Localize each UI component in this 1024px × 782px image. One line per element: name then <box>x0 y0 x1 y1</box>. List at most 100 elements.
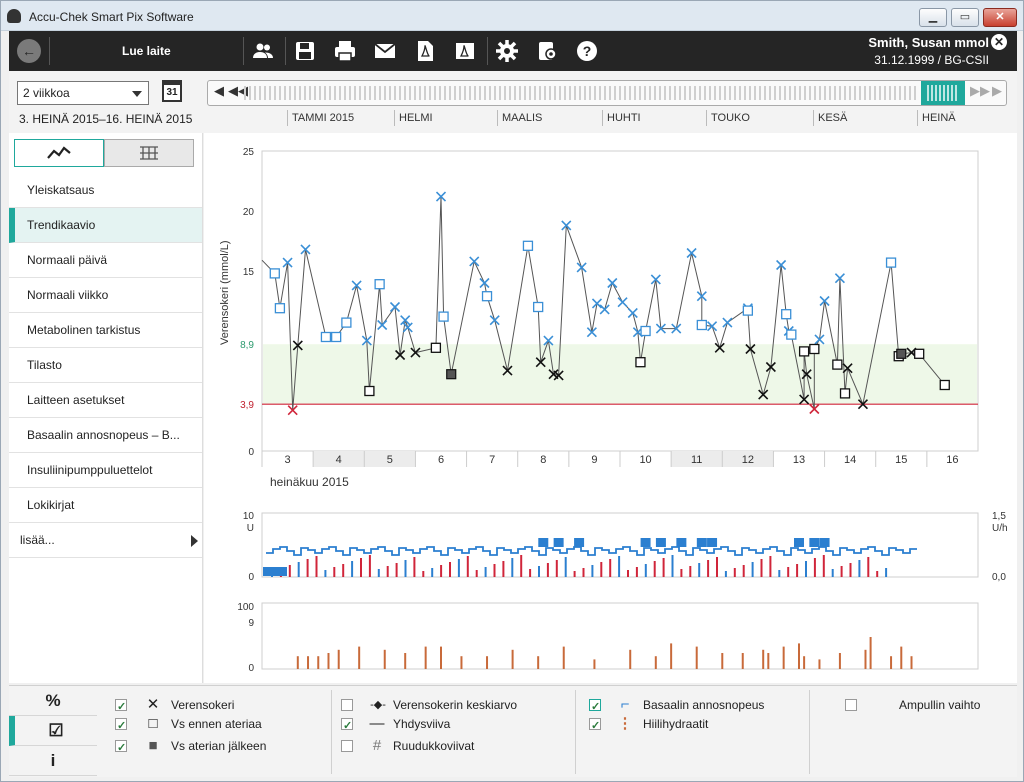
sidebar-item-basal-rate[interactable]: Basaalin annosnopeus – B... <box>9 418 202 453</box>
toolbar: ← Lue laite ? Smith, <box>9 31 1017 71</box>
legend-label: Vs aterian jälkeen <box>171 739 267 753</box>
y-axis-label: Verensokeri (mmol/L) <box>219 240 231 345</box>
glucose-x-marker <box>765 361 776 373</box>
save-icon[interactable] <box>293 39 319 63</box>
glucose-x-marker <box>287 405 298 416</box>
before-meal-marker <box>742 305 754 316</box>
legend-item-carbs[interactable]: ⋮ Hiilihydraatit <box>587 714 809 736</box>
settings-icon[interactable] <box>495 39 521 63</box>
glucose-x-marker <box>696 291 707 302</box>
checkbox[interactable] <box>341 716 353 736</box>
bolus-marker <box>655 538 666 547</box>
line-chart-icon <box>47 146 71 159</box>
month-label: MAALIS <box>497 110 542 126</box>
timeline-selection-window[interactable] <box>921 81 965 105</box>
back-icon[interactable]: ← <box>17 39 41 63</box>
info-tab[interactable]: i <box>9 746 97 776</box>
legend-label: Hiilihydraatit <box>643 717 709 731</box>
maximize-button[interactable]: ▭ <box>951 8 979 27</box>
sidebar-item-device-settings[interactable]: Laitteen asetukset <box>9 383 202 418</box>
before-meal-marker <box>522 240 534 251</box>
legend-item-basal-rate[interactable]: ⌐ Basaalin annosnopeus <box>587 695 809 717</box>
glucose-x-marker <box>819 295 830 307</box>
sidebar-item-overview[interactable]: Yleiskatsaus <box>9 173 202 208</box>
glucose-x-marker <box>617 297 628 308</box>
sidebar-item-pump-lists[interactable]: Insuliinipumppuluettelot <box>9 453 202 488</box>
read-device-button[interactable]: Lue laite <box>122 44 171 58</box>
glucose-x-marker <box>714 342 725 353</box>
x-tick-label: 4 <box>336 454 342 466</box>
glucose-x-marker <box>489 315 500 326</box>
print-icon[interactable] <box>333 39 359 63</box>
legend-item-gridlines[interactable]: # Ruudukkoviivat <box>339 736 577 756</box>
sidebar-item-logbook[interactable]: Lokikirjat <box>9 488 202 523</box>
people-icon[interactable] <box>251 39 277 63</box>
legend-item-after-meal[interactable]: ■ Vs aterian jälkeen <box>113 736 335 758</box>
basal-ytick: 0 <box>248 572 254 583</box>
glucose-x-marker <box>857 399 868 410</box>
before-meal-marker <box>320 331 332 343</box>
bolus-marker <box>574 538 585 547</box>
sidebar-item-standard-day[interactable]: Normaali päivä <box>9 243 202 278</box>
calendar-icon[interactable]: 31 <box>162 80 182 102</box>
checklist-tab[interactable]: ☑ <box>9 716 97 746</box>
legend-item-before-meal[interactable]: □ Vs ennen ateriaa <box>113 714 335 736</box>
percent-tab[interactable]: % <box>9 686 97 716</box>
chevron-right-icon <box>191 535 198 547</box>
x-tick-label: 5 <box>387 454 393 466</box>
y-tick-label: 25 <box>243 147 255 158</box>
glucose-x-marker <box>671 323 682 334</box>
glucose-x-marker <box>650 274 661 285</box>
glucose-x-marker <box>469 256 480 267</box>
timeline-scrubber[interactable]: ◀ ◀◀ ▶▶ ▶ <box>207 80 1007 106</box>
checkbox[interactable] <box>341 699 353 711</box>
bolus-marker <box>809 538 820 547</box>
sidebar-item-standard-week[interactable]: Normaali viikko <box>9 278 202 313</box>
period-dropdown[interactable]: 2 viikkoa <box>17 81 149 105</box>
table-view-button[interactable] <box>104 139 194 167</box>
timeline-start-icon[interactable]: ◀ <box>214 83 224 98</box>
legend-item-connect-line[interactable]: — Yhdysviiva <box>339 714 577 736</box>
sidebar-item-trend-chart[interactable]: Trendikaavio <box>9 208 202 243</box>
email-icon[interactable] <box>373 39 399 63</box>
timeline-forward-icon[interactable]: ▶▶ <box>970 83 990 98</box>
sidebar-item-more[interactable]: lisää... <box>9 523 202 558</box>
timeline-back-icon[interactable]: ◀◀ <box>228 83 248 98</box>
trend-chart[interactable]: 3 4 5 6 7 8 9 10 11 12 13 14 15 16 25 20 15 8,9 3,9 0 Veren… <box>204 133 1017 683</box>
bolus-marker <box>696 538 707 547</box>
checkbox[interactable] <box>341 740 353 752</box>
checkbox[interactable] <box>115 738 127 758</box>
checkbox[interactable] <box>845 699 857 711</box>
x-tick-label: 13 <box>793 454 805 466</box>
checkbox[interactable] <box>115 697 127 717</box>
weekend-shade <box>313 451 365 467</box>
checkbox[interactable] <box>115 716 127 736</box>
window-close-button[interactable]: ✕ <box>983 8 1017 27</box>
minimize-button[interactable]: ▁ <box>919 8 947 27</box>
help-icon[interactable]: ? <box>575 39 601 63</box>
app-logo-icon <box>7 9 21 23</box>
legend-item-cartridge-change[interactable]: Ampullin vaihto <box>819 695 1009 715</box>
checkbox[interactable] <box>589 697 601 717</box>
pdf-export-icon[interactable] <box>453 39 479 63</box>
weekend-shade <box>671 451 723 467</box>
pdf-icon[interactable] <box>413 39 439 63</box>
glucose-x-marker <box>535 357 546 368</box>
before-meal-marker <box>885 257 897 268</box>
glucose-x-marker <box>479 277 490 289</box>
device-settings-icon[interactable] <box>535 39 561 63</box>
glucose-x-marker <box>722 317 733 328</box>
graph-view-button[interactable] <box>14 139 104 167</box>
timeline-end-icon[interactable]: ▶ <box>992 83 1002 98</box>
sidebar-item-metabolic[interactable]: Metabolinen tarkistus <box>9 313 202 348</box>
sidebar-item-statistics[interactable]: Tilasto <box>9 348 202 383</box>
close-icon[interactable]: ✕ <box>991 34 1007 50</box>
bolus-marker <box>676 538 687 547</box>
basal-yunit-right: U/h <box>992 523 1008 534</box>
month-label: HELMI <box>394 110 433 126</box>
sidebar: Yleiskatsaus Trendikaavio Normaali päivä… <box>9 133 203 683</box>
before-meal-marker <box>786 329 797 340</box>
checkbox[interactable] <box>589 716 601 736</box>
legend-item-average[interactable]: -◆- Verensokerin keskiarvo <box>339 695 577 715</box>
legend-item-glucose[interactable]: ✕ Verensokeri <box>113 695 335 717</box>
